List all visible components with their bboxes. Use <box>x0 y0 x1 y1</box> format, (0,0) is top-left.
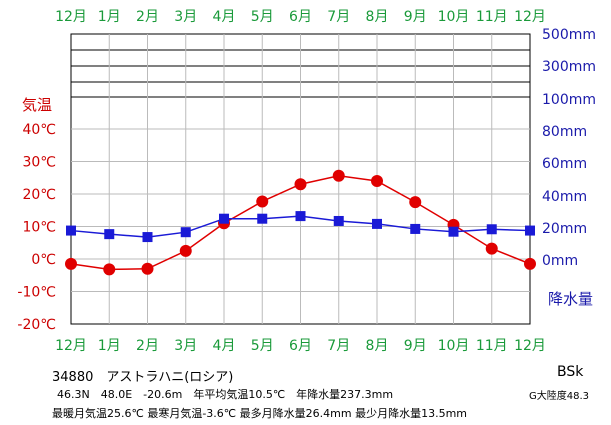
temperature-tick: 40℃ <box>22 122 56 138</box>
station-line-1: 46.3N 48.0E -20.6m 年平均気温10.5℃ 年降水量237.3m… <box>57 388 394 401</box>
series-layer <box>65 169 536 276</box>
month-label-bottom: 2月 <box>136 338 159 354</box>
month-label-top: 8月 <box>366 9 389 25</box>
month-label-bottom: 11月 <box>476 338 508 354</box>
station-id-name: 34880 アストラハニ(ロシア) <box>52 370 234 385</box>
month-label-top: 3月 <box>174 9 197 25</box>
month-label-bottom: 4月 <box>213 338 236 354</box>
precipitation-point <box>142 232 153 243</box>
precipitation-tick: 60mm <box>542 156 587 172</box>
climate-class: BSk <box>557 364 584 380</box>
precipitation-point <box>333 215 344 226</box>
precipitation-tick: 500mm <box>542 27 596 43</box>
month-label-top: 10月 <box>438 9 470 25</box>
month-label-top: 2月 <box>136 9 159 25</box>
precipitation-tick: 300mm <box>542 59 596 75</box>
month-label-bottom: 6月 <box>289 338 312 354</box>
temperature-point <box>256 195 269 208</box>
precipitation-point <box>66 225 76 236</box>
precipitation-point <box>295 211 306 222</box>
precipitation-point <box>104 229 115 240</box>
month-label-top: 5月 <box>251 9 274 25</box>
precipitation-point <box>257 213 268 224</box>
precipitation-point <box>219 213 229 224</box>
temperature-point <box>524 257 536 270</box>
month-label-bottom: 5月 <box>251 338 274 354</box>
temperature-tick: 0℃ <box>31 252 56 268</box>
temperature-tick: 10℃ <box>22 220 56 236</box>
temperature-tick: 20℃ <box>22 187 56 203</box>
temperature-point <box>141 262 154 275</box>
temperature-tick: -20℃ <box>17 317 56 333</box>
month-label-bottom: 7月 <box>327 338 350 354</box>
continentality: G大陸度48.3 <box>529 391 590 402</box>
precipitation-point <box>180 227 191 238</box>
month-label-bottom: 9月 <box>404 338 427 354</box>
month-label-bottom: 12月 <box>514 338 546 354</box>
precipitation-tick: 20mm <box>542 221 587 237</box>
temperature-point <box>371 175 383 187</box>
month-label-top: 7月 <box>327 9 350 25</box>
precipitation-tick: 40mm <box>542 189 587 205</box>
temperature-point <box>332 169 345 182</box>
temperature-point <box>179 244 192 257</box>
precipitation-axis-title: 降水量 <box>548 290 593 308</box>
temperature-point <box>485 242 498 255</box>
temperature-point <box>103 263 116 276</box>
temperature-tick: -10℃ <box>17 285 56 301</box>
precipitation-tick: 0mm <box>542 253 578 269</box>
precipitation-point <box>410 223 421 234</box>
month-label-bottom: 8月 <box>366 338 389 354</box>
grid <box>70 33 531 325</box>
month-label-bottom: 1月 <box>98 338 121 354</box>
month-label-top: 1月 <box>98 9 121 25</box>
month-label-top: 9月 <box>404 9 427 25</box>
precipitation-tick: 100mm <box>542 92 596 108</box>
temperature-point <box>65 257 77 270</box>
month-label-top: 12月 <box>514 9 546 25</box>
month-label-top: 12月 <box>55 9 87 25</box>
temperature-axis-title: 気温 <box>22 96 52 114</box>
month-label-bottom: 3月 <box>174 338 197 354</box>
month-label-top: 4月 <box>213 9 236 25</box>
month-labels-top: 12月 1月 2月 3月 4月 5月 6月 7月 8月 9月 10月 11月 12月 <box>55 9 546 25</box>
temperature-point <box>409 196 422 209</box>
precipitation-point <box>372 218 382 229</box>
precipitation-point <box>525 225 535 236</box>
month-label-top: 11月 <box>476 9 508 25</box>
temperature-tick-labels: 40℃ 30℃ 20℃ 10℃ 0℃ -10℃ -20℃ <box>17 122 56 333</box>
temperature-tick: 30℃ <box>22 155 56 171</box>
month-label-top: 6月 <box>289 9 312 25</box>
temperature-point <box>294 178 307 191</box>
precipitation-point <box>448 226 459 237</box>
month-label-bottom: 12月 <box>55 338 87 354</box>
precipitation-tick-labels: 500mm 300mm 100mm 80mm 60mm 40mm 20mm 0mm <box>542 27 596 269</box>
precipitation-tick: 80mm <box>542 124 587 140</box>
station-line-2: 最暖月気温25.6℃ 最寒月気温-3.6℃ 最多月降水量26.4mm 最少月降水… <box>52 407 467 420</box>
precipitation-point <box>486 224 497 235</box>
month-labels-bottom: 12月 1月 2月 3月 4月 5月 6月 7月 8月 9月 10月 11月 12月 <box>55 338 546 354</box>
month-label-bottom: 10月 <box>438 338 470 354</box>
